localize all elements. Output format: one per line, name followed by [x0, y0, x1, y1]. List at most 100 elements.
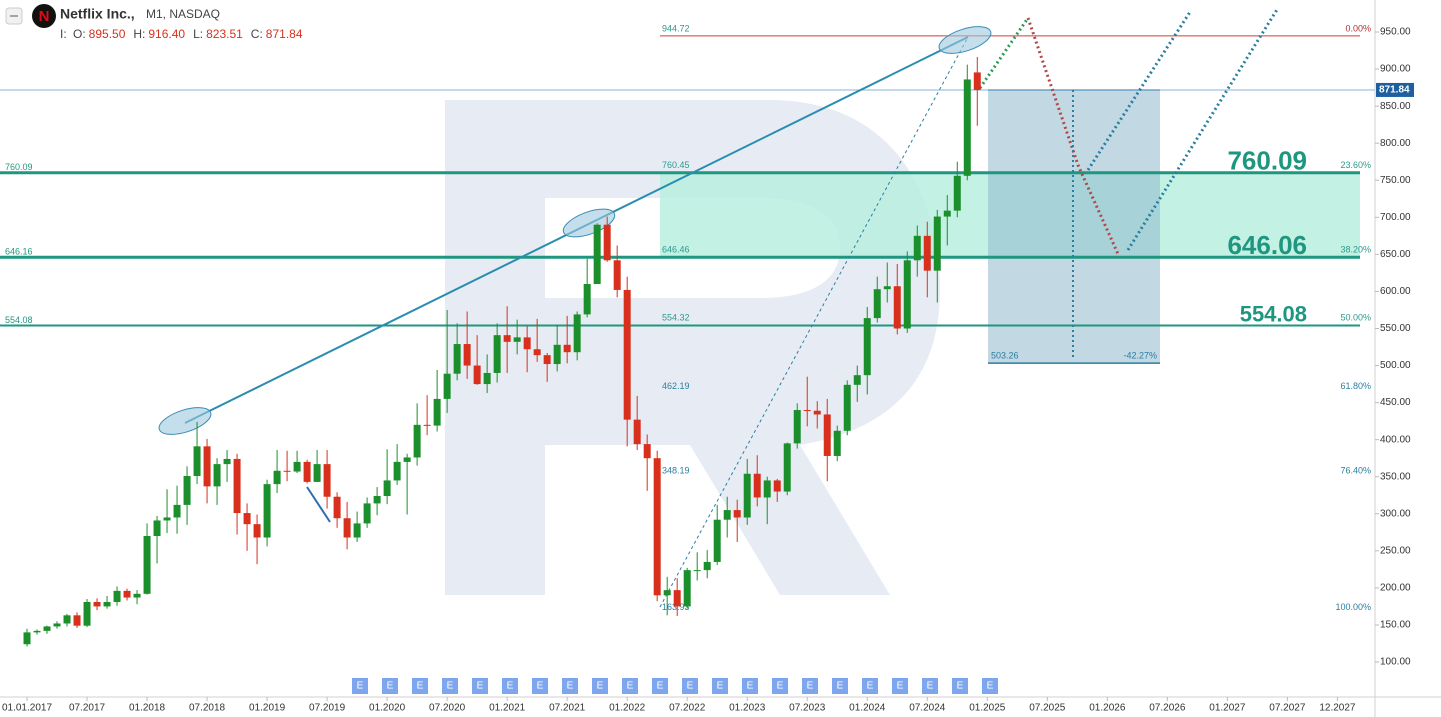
candle-body — [523, 337, 531, 350]
candle-body — [403, 457, 411, 462]
candle-body — [623, 289, 631, 420]
y-tick-label: 750.00 — [1380, 175, 1411, 186]
earnings-marker[interactable] — [832, 678, 848, 694]
candle-body — [63, 615, 71, 624]
earnings-marker[interactable] — [592, 678, 608, 694]
candle-body — [923, 235, 931, 271]
support-label: 554.08 — [5, 315, 33, 325]
candle-body — [313, 464, 321, 482]
candle-body — [353, 523, 361, 538]
earnings-label: E — [357, 681, 364, 692]
earnings-label: E — [537, 681, 544, 692]
candle-body — [233, 458, 241, 514]
candle-body — [533, 349, 541, 356]
candle-body — [673, 590, 681, 607]
fib-ratio: 23.60% — [1340, 160, 1371, 170]
candle-body — [173, 504, 181, 518]
candle-body — [383, 480, 391, 496]
earnings-label: E — [447, 681, 454, 692]
candle-body — [123, 590, 131, 598]
candle-body — [193, 446, 201, 476]
candle-body — [963, 79, 971, 176]
candle-body — [843, 384, 851, 431]
fib-price: 646.46 — [662, 244, 690, 254]
fib-price: 760.45 — [662, 160, 690, 170]
x-tick-label: 01.2024 — [849, 703, 886, 714]
y-tick-label: 350.00 — [1380, 471, 1411, 482]
candle-body — [793, 410, 801, 444]
candle-body — [93, 601, 101, 607]
support-big-label: 554.08 — [1240, 301, 1307, 326]
candle-body — [53, 623, 61, 627]
earnings-marker[interactable] — [952, 678, 968, 694]
projection-bottom-label: 503.26 — [991, 351, 1019, 361]
candle-body — [253, 524, 261, 538]
support-label: 646.16 — [5, 247, 33, 257]
earnings-label: E — [897, 681, 904, 692]
earnings-marker[interactable] — [682, 678, 698, 694]
earnings-marker[interactable] — [862, 678, 878, 694]
earnings-marker[interactable] — [532, 678, 548, 694]
support-label: 760.09 — [5, 162, 33, 172]
earnings-marker[interactable] — [922, 678, 938, 694]
y-tick-label: 300.00 — [1380, 508, 1411, 519]
candle-body — [483, 372, 491, 385]
earnings-marker[interactable] — [742, 678, 758, 694]
candle-body — [433, 398, 441, 426]
candle-body — [873, 289, 881, 319]
candle-body — [453, 344, 461, 374]
candle-body — [753, 473, 761, 498]
earnings-label: E — [657, 681, 664, 692]
earnings-marker[interactable] — [352, 678, 368, 694]
ohlc-value: 871.84 — [266, 27, 303, 41]
x-tick-label: 07.2018 — [189, 703, 226, 714]
candle-body — [973, 72, 981, 90]
candle-body — [43, 626, 51, 631]
x-tick-label: 07.2020 — [429, 703, 466, 714]
earnings-marker[interactable] — [442, 678, 458, 694]
candle-body — [243, 513, 251, 525]
candle-body — [543, 355, 551, 365]
earnings-marker[interactable] — [982, 678, 998, 694]
fib-ratio: 38.20% — [1340, 244, 1371, 254]
ohlc-label: O: — [73, 27, 86, 41]
y-tick-label: 850.00 — [1380, 101, 1411, 112]
candle-body — [903, 260, 911, 329]
candle-body — [223, 458, 231, 465]
earnings-marker[interactable] — [772, 678, 788, 694]
ohlc-label: L: — [193, 27, 203, 41]
x-tick-label: 01.2026 — [1089, 703, 1126, 714]
candle-body — [883, 286, 891, 290]
earnings-marker[interactable] — [622, 678, 638, 694]
highlight-ellipse — [562, 208, 616, 238]
fib-ratio: 100.00% — [1335, 602, 1371, 612]
last-price-label: 871.84 — [1379, 85, 1410, 96]
y-tick-label: 400.00 — [1380, 434, 1411, 445]
earnings-marker[interactable] — [802, 678, 818, 694]
candle-body — [23, 632, 31, 645]
subtitle: M1, NASDAQ — [146, 7, 220, 21]
candle-body — [763, 480, 771, 498]
x-tick-label: 01.2023 — [729, 703, 766, 714]
candle-body — [463, 344, 471, 366]
earnings-label: E — [777, 681, 784, 692]
candle-body — [33, 630, 41, 633]
earnings-label: E — [867, 681, 874, 692]
earnings-marker[interactable] — [472, 678, 488, 694]
forecast-up — [978, 17, 1030, 89]
earnings-marker[interactable] — [562, 678, 578, 694]
y-tick-label: 700.00 — [1380, 212, 1411, 223]
candle-body — [613, 260, 621, 290]
x-tick-label: 07.2021 — [549, 703, 586, 714]
earnings-marker[interactable] — [382, 678, 398, 694]
y-tick-label: 100.00 — [1380, 657, 1411, 668]
ohlc-value: 823.51 — [206, 27, 243, 41]
earnings-marker[interactable] — [712, 678, 728, 694]
earnings-marker[interactable] — [892, 678, 908, 694]
earnings-marker[interactable] — [502, 678, 518, 694]
earnings-marker[interactable] — [412, 678, 428, 694]
small-trend — [306, 486, 331, 523]
earnings-marker[interactable] — [652, 678, 668, 694]
x-tick-label: 01.2025 — [969, 703, 1006, 714]
